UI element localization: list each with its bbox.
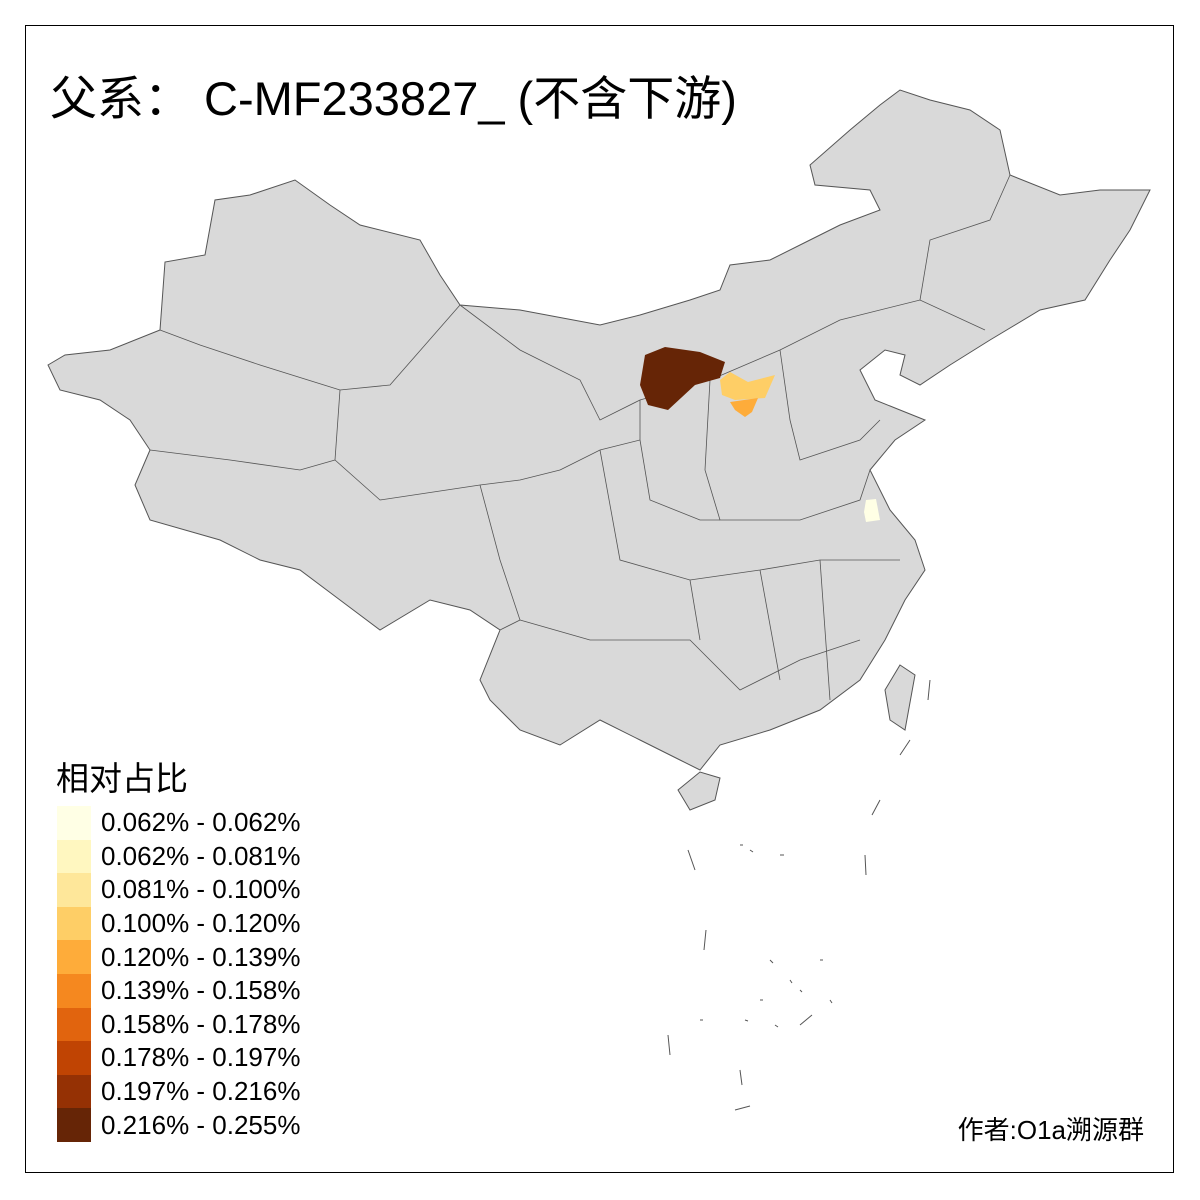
china-outline	[47, 89, 1151, 771]
map-title: 父系： C-MF233827_ (不含下游)	[50, 72, 737, 125]
legend-item: 0.178% - 0.197%	[57, 1041, 300, 1075]
region-bin-4	[730, 398, 758, 417]
legend-label: 0.062% - 0.081%	[101, 840, 301, 871]
legend-swatch	[57, 940, 91, 974]
legend-swatch	[57, 1074, 91, 1109]
legend-label: 0.139% - 0.158%	[101, 975, 301, 1006]
legend-swatch	[57, 1041, 91, 1075]
legend-item: 0.120% - 0.139%	[57, 940, 300, 974]
legend-label: 0.062% - 0.062%	[101, 807, 301, 838]
legend: 0.062% - 0.062% 0.062% - 0.081% 0.081% - 0…	[57, 806, 300, 1142]
legend-item: 0.197% - 0.216%	[57, 1074, 301, 1109]
legend-item: 0.062% - 0.062%	[57, 806, 300, 840]
legend-item: 0.081% - 0.100%	[57, 873, 300, 907]
legend-label: 0.120% - 0.139%	[101, 941, 301, 972]
legend-label: 0.100% - 0.120%	[101, 908, 301, 939]
legend-swatch	[57, 839, 91, 874]
legend-label: 0.081% - 0.100%	[101, 874, 301, 905]
legend-item: 0.216% - 0.255%	[57, 1108, 300, 1142]
legend-item: 0.062% - 0.081%	[57, 839, 301, 874]
legend-swatch	[57, 973, 91, 1008]
region-bin-0	[864, 499, 880, 522]
legend-swatch	[57, 806, 91, 840]
legend-swatch	[57, 1108, 91, 1142]
author-credit: 作者:O1a溯源群	[957, 1115, 1144, 1145]
legend-label: 0.197% - 0.216%	[101, 1076, 301, 1107]
legend-swatch	[57, 1007, 91, 1042]
legend-item: 0.158% - 0.178%	[57, 1007, 301, 1042]
legend-swatch	[57, 873, 91, 907]
legend-title: 相对占比	[56, 760, 188, 797]
taiwan-island	[884, 664, 916, 731]
legend-label: 0.158% - 0.178%	[101, 1008, 301, 1039]
south-china-sea-islands	[667, 679, 931, 1111]
legend-label: 0.216% - 0.255%	[101, 1109, 301, 1140]
legend-swatch	[57, 906, 91, 941]
region-bin-3	[720, 372, 775, 400]
province-borders	[149, 174, 1011, 701]
hainan-island	[677, 771, 721, 811]
legend-item: 0.100% - 0.120%	[57, 906, 301, 941]
region-bin-9	[640, 347, 725, 410]
legend-item: 0.139% - 0.158%	[57, 973, 301, 1008]
plot-frame	[25, 25, 1174, 1173]
legend-label: 0.178% - 0.197%	[101, 1042, 301, 1073]
